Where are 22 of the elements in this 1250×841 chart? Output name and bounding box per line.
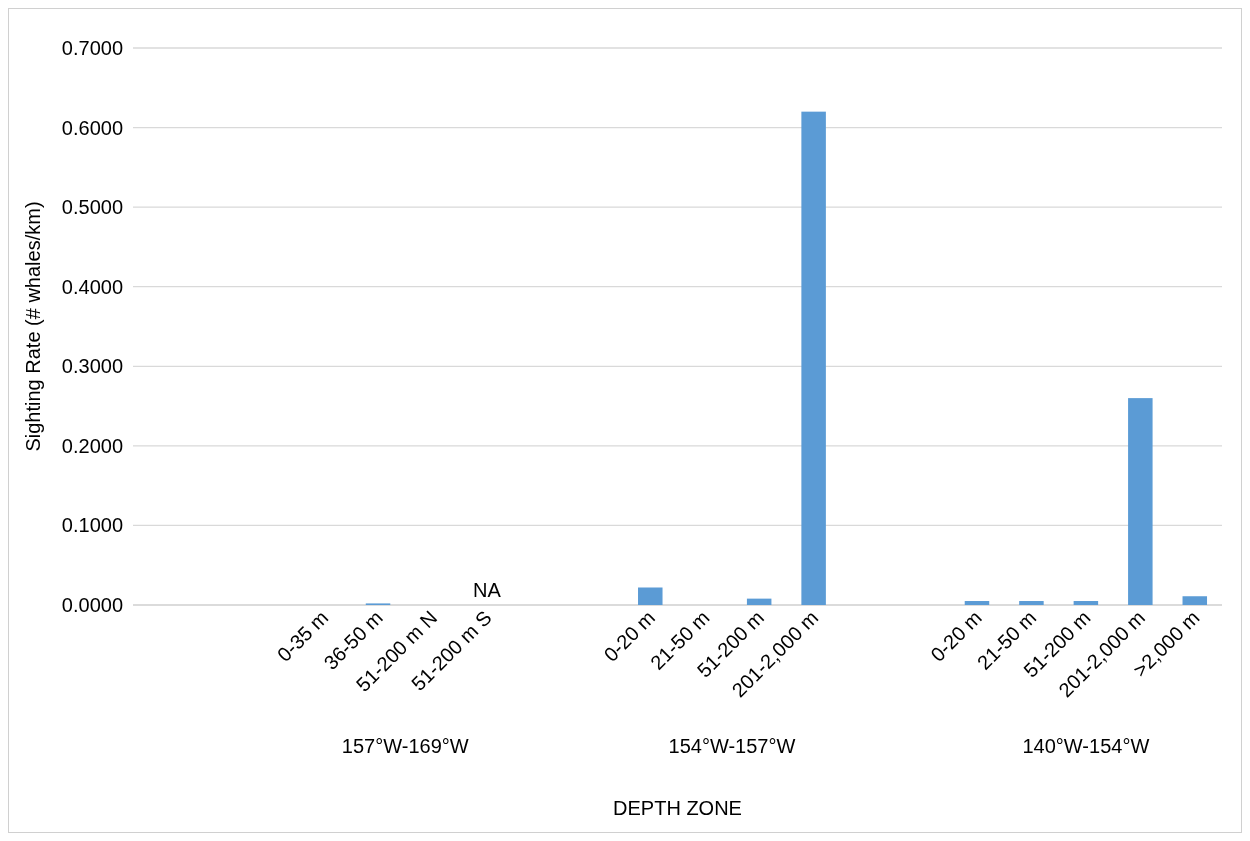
x-axis-title: DEPTH ZONE bbox=[613, 797, 742, 819]
text: 157°W-169°W bbox=[341, 735, 469, 757]
y-tick-label: 0.2000 bbox=[61, 434, 123, 457]
bar bbox=[1073, 601, 1099, 605]
text: 154°W-157°W bbox=[668, 735, 796, 757]
bar bbox=[801, 111, 826, 605]
y-tick-label: 0.7000 bbox=[61, 37, 123, 59]
bar bbox=[964, 601, 990, 605]
annotation: NA bbox=[473, 579, 502, 601]
text: 140°W-154°W bbox=[1022, 735, 1150, 757]
y-tick-label: 0.0000 bbox=[61, 594, 123, 616]
bar bbox=[638, 587, 663, 605]
bar bbox=[1182, 596, 1208, 605]
y-tick-label: 0.5000 bbox=[61, 196, 123, 219]
y-axis-title: Sighting Rate (# whales/km) bbox=[22, 201, 44, 452]
bar bbox=[1019, 601, 1044, 605]
bar bbox=[1128, 398, 1153, 605]
y-tick-label: 0.6000 bbox=[61, 116, 123, 139]
y-tick-label: 0.4000 bbox=[61, 275, 123, 298]
y-tick-label: 0.1000 bbox=[61, 514, 123, 537]
bar bbox=[746, 598, 772, 605]
y-tick-label: 0.3000 bbox=[61, 355, 123, 378]
